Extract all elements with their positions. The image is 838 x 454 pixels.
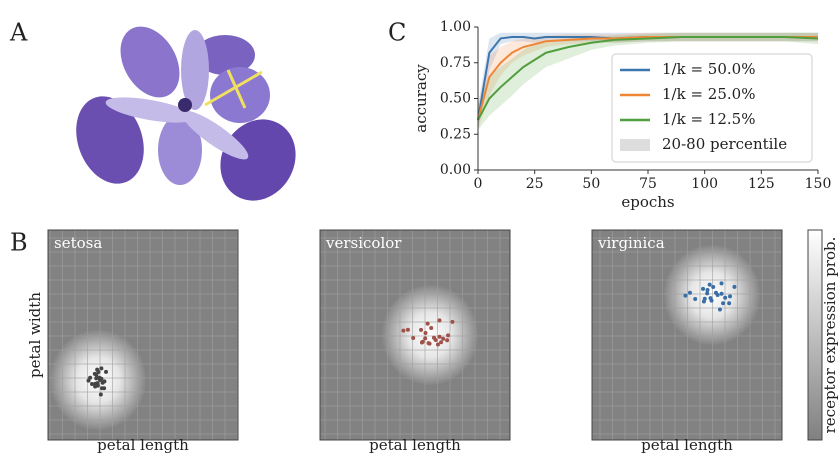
sample-dot [93,372,97,376]
sample-dot [411,336,415,340]
sample-dot [99,393,103,397]
sample-dot [420,341,424,345]
sample-dot [423,331,427,335]
species-label: setosa [54,234,102,252]
y-axis-label: accuracy [412,64,430,133]
x-tick-label: 25 [526,176,544,192]
sample-dot [705,291,709,295]
sample-dot [419,328,423,332]
heatmap-grid [320,230,510,440]
legend-label: 1/k = 12.5% [662,110,755,128]
x-tick-label: 100 [691,176,718,192]
sample-dot [438,318,442,322]
sample-dot [102,379,106,383]
sample-dot [720,292,724,296]
sample-dot [428,342,432,346]
line-chart: 0.00 0.25 0.50 0.75 1.00 0 25 50 75 100 125 150 epoc… [412,19,831,211]
sample-dot [727,301,731,305]
sample-dot [728,294,732,298]
species-label: versicolor [325,234,402,252]
sample-dot [438,335,442,339]
sample-dot [401,329,405,333]
y-tick-label: 0.00 [440,162,471,178]
sample-dot [423,336,427,340]
iris-illustration [65,16,311,214]
sample-dot [446,333,450,337]
panel-label: C [388,19,406,47]
heatmap-grid [48,230,238,440]
sample-dot [710,299,714,303]
legend-label: 1/k = 50.0% [662,60,755,78]
sample-dot [693,297,697,301]
sample-dot [711,285,715,289]
sample-dot [445,338,449,342]
x-tick-label: 150 [805,176,832,192]
sample-dot [95,368,99,372]
sample-dot [426,322,430,326]
sample-dot [432,336,436,340]
panel-label: B [10,229,28,257]
sample-dot [718,308,722,312]
colorbar [808,230,822,440]
x-tick-label: 50 [582,176,600,192]
x-axis-label: epochs [621,193,674,211]
sample-dot [441,337,445,341]
species-label: virginica [597,234,665,252]
sample-dot [436,343,440,347]
legend-label: 1/k = 25.0% [662,85,755,103]
sample-dot [104,370,108,374]
sample-dot [96,384,100,388]
x-tick-label: 125 [748,176,775,192]
sample-dot [90,382,94,386]
sample-dot [732,285,736,289]
y-tick-label: 0.25 [440,126,471,142]
x-axis-label: petal length [641,436,733,454]
sample-dot [87,379,91,383]
sample-dot [721,301,725,305]
sample-dot [683,294,687,298]
heatmaps: setosa petal length versicolor petal length… [48,230,782,454]
legend-swatch [620,139,650,151]
sample-dot [450,320,454,324]
y-tick-label: 0.50 [440,91,471,107]
legend-label: 20-80 percentile [662,135,787,153]
x-tick-label: 75 [639,176,657,192]
sample-dot [708,283,712,287]
sample-dot [99,366,103,370]
sample-dot [406,328,410,332]
figure: A B C setosa petal length versicolor petal … [0,0,838,454]
sample-dot [702,300,706,304]
sample-dot [714,291,718,295]
heatmap-grid [592,230,782,440]
sample-dot [723,296,727,300]
y-axis-label: petal width [26,292,44,378]
panel-label: A [9,19,28,47]
colorbar-label: receptor expression prob. [821,237,838,434]
sample-dot [429,326,433,330]
sample-dot [688,291,692,295]
sample-dot [102,386,106,390]
x-tick-label: 0 [474,176,483,192]
sample-dot [97,376,101,380]
y-tick-label: 1.00 [440,19,471,35]
x-axis-label: petal length [97,436,189,454]
sample-dot [720,281,724,285]
sample-dot [701,287,705,291]
y-tick-label: 0.75 [440,55,471,71]
x-axis-label: petal length [369,436,461,454]
